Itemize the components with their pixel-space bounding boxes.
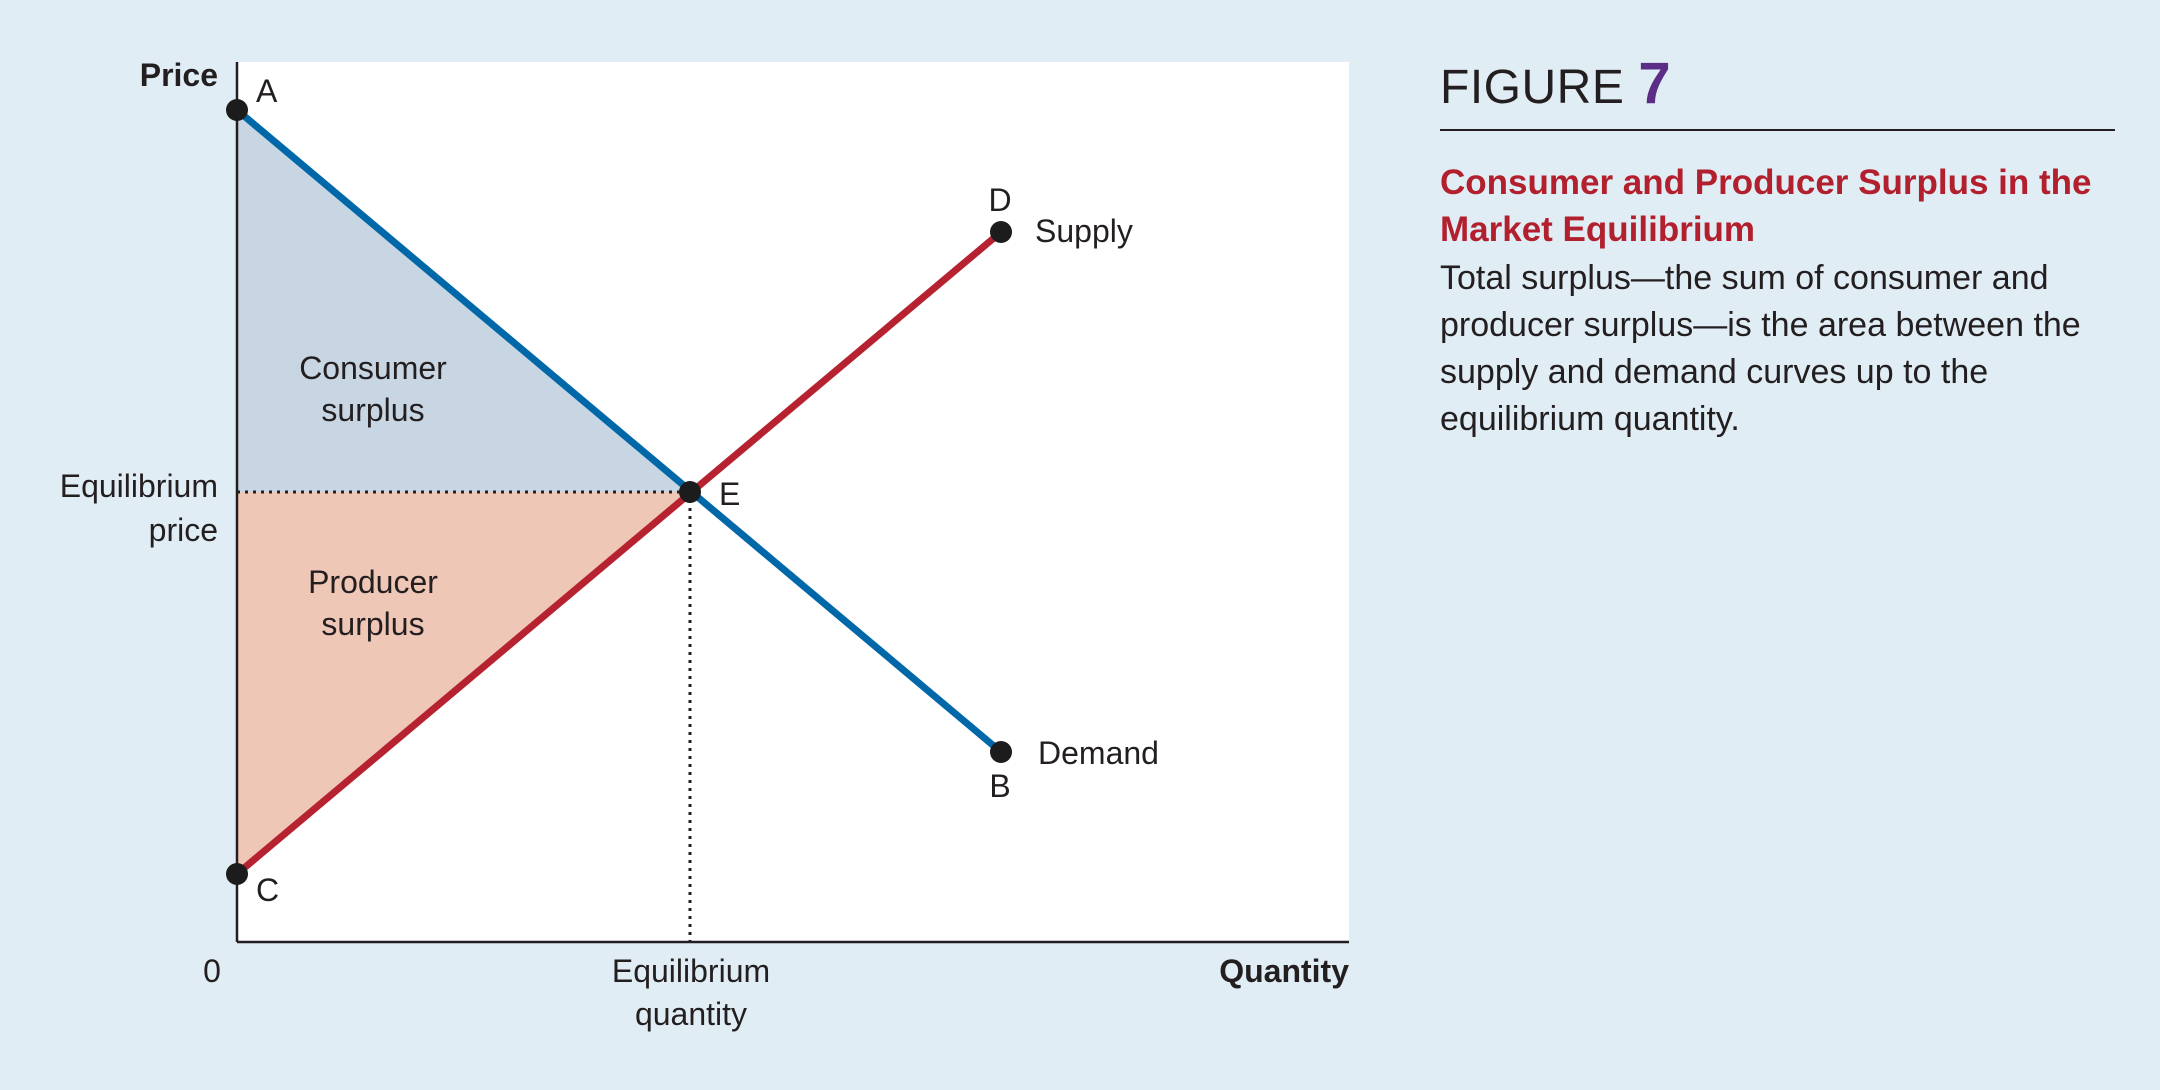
equilibrium-quantity-label-line1: Equilibrium [612,953,770,989]
point-b-label: B [989,768,1010,804]
supply-curve [234,229,1004,877]
point-a-marker [226,99,248,121]
demand-curve [234,107,1004,755]
figure-number: 7 [1638,51,1671,116]
point-c-label: C [256,872,279,908]
equilibrium-quantity-label-line2: quantity [635,996,747,1032]
producer-surplus-label-line1: Producer [308,564,438,600]
demand-label: Demand [1038,735,1159,771]
origin-label: 0 [203,953,221,989]
figure-panel: FIGURE 7 Consumer and Producer Surplus i… [1440,50,2115,443]
figure-heading: FIGURE 7 [1440,50,2115,131]
supply-label: Supply [1035,213,1133,249]
figure-title: Consumer and Producer Surplus in the Mar… [1440,163,2092,249]
x-axis-label: Quantity [1219,953,1349,989]
y-axis-label: Price [140,57,218,93]
point-c-marker [226,863,248,885]
figure-caption: Total surplus—the sum of consumer and pr… [1440,259,2081,438]
equilibrium-price-label-line1: Equilibrium [60,468,218,504]
point-b-marker [990,741,1012,763]
point-d-label: D [988,182,1011,218]
consumer-surplus-label-line1: Consumer [299,350,447,386]
equilibrium-price-label-line2: price [149,512,218,548]
consumer-surplus-label-line2: surplus [321,392,424,428]
point-e-marker [679,481,701,503]
figure-label: FIGURE [1440,61,1625,114]
point-e-label: E [719,476,740,512]
point-a-label: A [256,73,278,109]
point-d-marker [990,221,1012,243]
producer-surplus-label-line2: surplus [321,606,424,642]
